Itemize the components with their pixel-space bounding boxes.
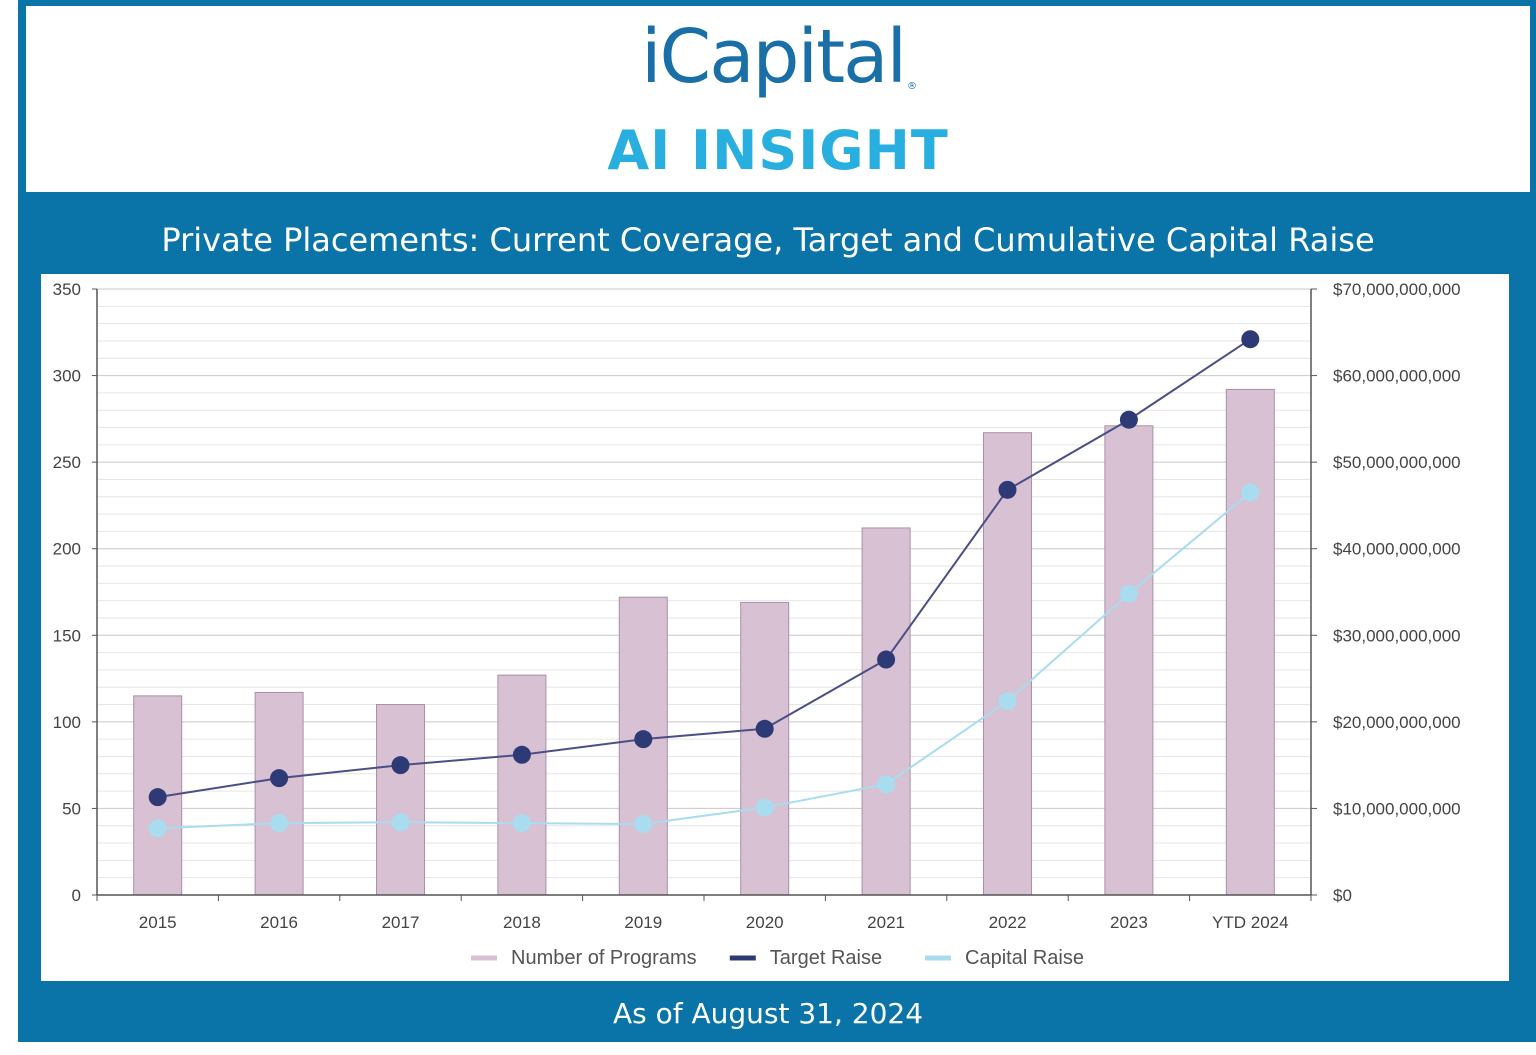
point-target-raise — [391, 756, 410, 775]
point-capital-raise — [634, 815, 653, 834]
right-axis-tick-label: $30,000,000,000 — [1333, 626, 1461, 645]
left-axis-tick-label: 50 — [62, 799, 81, 818]
bar-number-of-programs — [983, 432, 1032, 896]
point-target-raise — [998, 480, 1017, 499]
point-capital-raise — [1241, 483, 1260, 502]
right-axis-tick-label: $60,000,000,000 — [1333, 367, 1461, 386]
bar-number-of-programs — [740, 601, 790, 896]
x-axis-tick-label: 2015 — [139, 913, 177, 932]
chart-panel: 0 50 100 150 200 250 300 350 $0 $10,000,000,000 $2… — [41, 274, 1509, 981]
point-capital-raise — [148, 819, 167, 838]
line-target-raise — [157, 338, 1251, 799]
left-axis-tick-label: 300 — [53, 367, 81, 386]
point-target-raise — [877, 650, 896, 669]
point-target-raise — [1241, 330, 1260, 349]
bar-number-of-programs — [497, 674, 547, 896]
chart-title: Private Placements: Current Coverage, Ta… — [161, 221, 1375, 259]
point-target-raise — [148, 788, 167, 807]
line-capital-raise — [157, 491, 1251, 830]
bar-number-of-programs — [376, 704, 425, 896]
x-axis-tick-label: 2021 — [867, 913, 905, 932]
point-capital-raise — [998, 692, 1017, 711]
point-target-raise — [755, 719, 774, 738]
registered-mark: ® — [907, 81, 917, 92]
right-axis-tick-label: $0 — [1333, 886, 1352, 905]
legend-label: Target Raise — [770, 947, 882, 969]
x-axis-tick-label: YTD 2024 — [1212, 913, 1289, 932]
bar-number-of-programs — [1225, 388, 1275, 896]
point-capital-raise — [391, 813, 410, 832]
x-axis-tick-label: 2023 — [1110, 913, 1148, 932]
brand-header: iCapital ® AI INSIGHT — [26, 6, 1530, 192]
left-axis-tick-label: 150 — [53, 626, 81, 645]
as-of-date: As of August 31, 2024 — [612, 997, 924, 1030]
x-axis-tick-label: 2016 — [260, 913, 298, 932]
point-capital-raise — [1119, 584, 1138, 603]
x-axis-tick-label: 2017 — [382, 913, 420, 932]
right-axis-tick-label: $20,000,000,000 — [1333, 713, 1461, 732]
point-capital-raise — [512, 814, 531, 833]
right-axis-tick-label: $70,000,000,000 — [1333, 280, 1461, 299]
point-target-raise — [512, 745, 531, 764]
point-target-raise — [634, 730, 653, 749]
left-axis-tick-label: 350 — [53, 280, 81, 299]
x-axis-tick-label: 2018 — [503, 913, 541, 932]
right-axis-tick-label: $10,000,000,000 — [1333, 799, 1461, 818]
point-capital-raise — [755, 798, 774, 817]
point-capital-raise — [270, 814, 289, 833]
logo: iCapital ® — [26, 20, 1530, 94]
right-axis-tick-label: $40,000,000,000 — [1333, 540, 1461, 559]
logo-text: iCapital — [640, 14, 907, 100]
left-axis-tick-label: 0 — [72, 886, 81, 905]
point-target-raise — [1119, 410, 1138, 429]
left-axis-tick-label: 250 — [53, 453, 81, 472]
point-capital-raise — [877, 775, 896, 794]
legend-label: Capital Raise — [965, 947, 1084, 969]
left-axis-tick-label: 100 — [53, 713, 81, 732]
x-axis-tick-label: 2022 — [989, 913, 1027, 932]
legend-label: Number of Programs — [511, 947, 697, 969]
x-axis-tick-label: 2019 — [624, 913, 662, 932]
bar-number-of-programs — [1104, 425, 1154, 896]
bar-number-of-programs — [254, 691, 304, 896]
x-axis-tick-label: 2020 — [746, 913, 784, 932]
combo-chart: 0 50 100 150 200 250 300 350 $0 $10,000,000,000 $2… — [53, 280, 1461, 969]
right-axis-tick-label: $50,000,000,000 — [1333, 453, 1461, 472]
bar-number-of-programs — [861, 527, 911, 896]
point-target-raise — [270, 769, 289, 788]
left-axis-tick-label: 200 — [53, 540, 81, 559]
subbrand-label: AI INSIGHT — [607, 119, 949, 182]
